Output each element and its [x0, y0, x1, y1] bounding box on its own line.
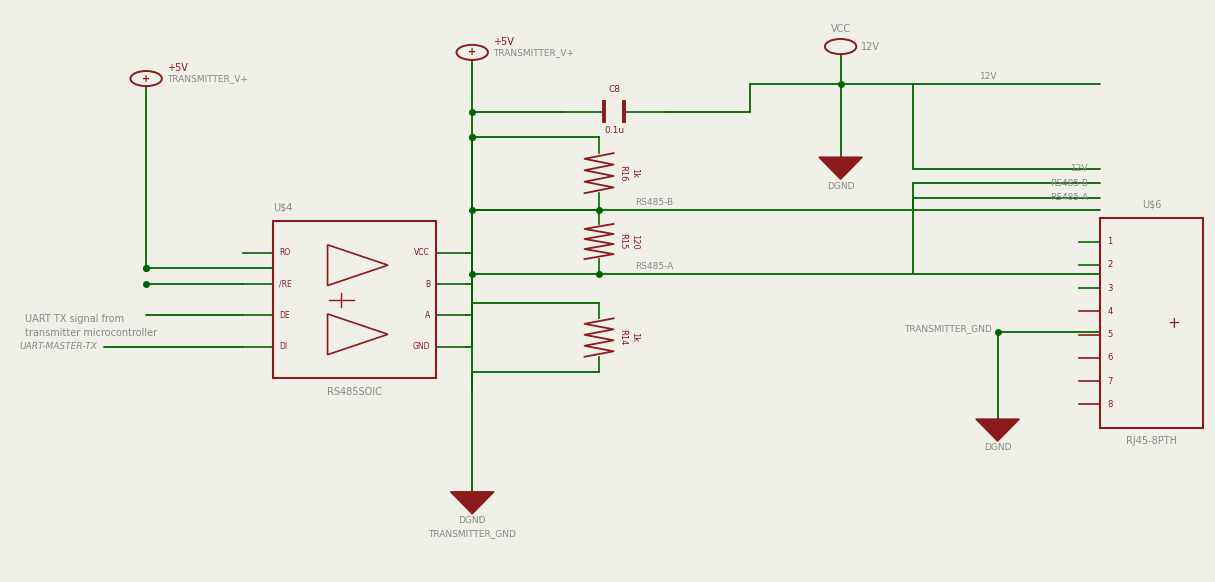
- Text: 1: 1: [1108, 237, 1113, 246]
- Text: 5: 5: [1108, 330, 1113, 339]
- Text: +5V: +5V: [166, 63, 187, 73]
- Text: U$4: U$4: [273, 203, 293, 212]
- Text: 1k: 1k: [631, 332, 639, 343]
- Text: 6: 6: [1108, 353, 1113, 363]
- Text: DI: DI: [279, 342, 287, 352]
- Text: RJ45-8PTH: RJ45-8PTH: [1126, 436, 1177, 446]
- Text: 7: 7: [1108, 377, 1113, 386]
- Text: B: B: [425, 279, 430, 289]
- Text: TRANSMITTER_V+: TRANSMITTER_V+: [493, 48, 573, 57]
- Text: R16: R16: [618, 165, 627, 182]
- Text: DE: DE: [279, 311, 289, 320]
- Text: UART TX signal from
transmitter microcontroller: UART TX signal from transmitter microcon…: [26, 314, 158, 338]
- Bar: [273, 221, 436, 378]
- Text: +: +: [142, 73, 151, 84]
- Text: RS485-A: RS485-A: [635, 262, 673, 271]
- Text: 1k: 1k: [631, 168, 639, 178]
- Text: RS485SOIC: RS485SOIC: [327, 387, 382, 397]
- Text: 2: 2: [1108, 260, 1113, 269]
- Text: A: A: [425, 311, 430, 320]
- Text: 4: 4: [1108, 307, 1113, 316]
- Text: TRANSMITTER_GND: TRANSMITTER_GND: [904, 324, 991, 333]
- Text: RO: RO: [279, 248, 290, 257]
- Text: R14: R14: [618, 329, 627, 346]
- Text: GND: GND: [412, 342, 430, 352]
- Text: 8: 8: [1108, 400, 1113, 409]
- Text: +: +: [468, 47, 476, 58]
- Text: 0.1u: 0.1u: [604, 126, 625, 134]
- Text: TRANSMITTER_V+: TRANSMITTER_V+: [166, 74, 248, 83]
- Text: RS485-B: RS485-B: [635, 198, 673, 207]
- Text: RS485-A: RS485-A: [1050, 193, 1089, 203]
- Bar: [1101, 218, 1203, 428]
- Text: /RE: /RE: [279, 279, 292, 289]
- Text: C8: C8: [609, 85, 620, 94]
- Text: U$6: U$6: [1142, 200, 1162, 210]
- Text: 12V: 12V: [1070, 164, 1089, 173]
- Polygon shape: [976, 419, 1019, 441]
- Text: VCC: VCC: [414, 248, 430, 257]
- Text: RS485-B: RS485-B: [1050, 179, 1089, 188]
- Text: UART-MASTER-TX: UART-MASTER-TX: [19, 342, 98, 352]
- Text: TRANSMITTER_GND: TRANSMITTER_GND: [429, 530, 516, 538]
- Polygon shape: [819, 157, 863, 179]
- Text: +: +: [1168, 315, 1181, 331]
- Text: 3: 3: [1108, 283, 1113, 293]
- Text: R15: R15: [618, 233, 627, 250]
- Text: 12V: 12V: [861, 41, 880, 52]
- Text: +5V: +5V: [493, 37, 514, 47]
- Polygon shape: [451, 492, 495, 514]
- Text: 120: 120: [631, 233, 639, 250]
- Text: DGND: DGND: [458, 516, 486, 525]
- Text: VCC: VCC: [831, 23, 850, 34]
- Text: DGND: DGND: [984, 443, 1011, 452]
- Text: 12V: 12V: [981, 73, 998, 81]
- Text: DGND: DGND: [827, 182, 854, 190]
